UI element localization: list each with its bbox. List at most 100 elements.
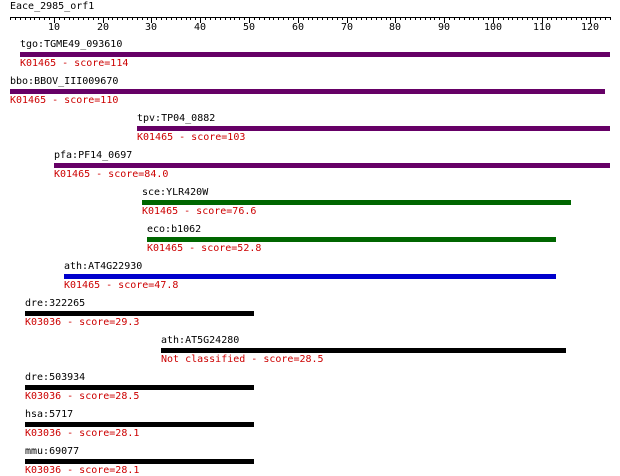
hit-name-link[interactable]: mmu:69077: [25, 446, 80, 457]
hit-alignment-bar[interactable]: [142, 200, 571, 205]
hit-annotation-link[interactable]: K01465 - score=47.8: [64, 280, 179, 291]
ruler-minor-tick: [278, 17, 279, 20]
hit-alignment-bar[interactable]: [25, 459, 254, 464]
ruler-minor-tick: [605, 17, 606, 20]
hit-name-link[interactable]: tpv:TP04_0882: [137, 113, 216, 124]
ruler-minor-tick: [78, 17, 79, 20]
ruler-tick-label: 100: [484, 22, 503, 33]
ruler-minor-tick: [220, 17, 221, 20]
hit-alignment-bar[interactable]: [147, 237, 556, 242]
ruler-minor-tick: [239, 17, 240, 20]
ruler-minor-tick: [473, 17, 474, 20]
hit-annotation-link[interactable]: K01465 - score=114: [20, 58, 129, 69]
ruler-tick-label: 110: [533, 22, 552, 33]
hit-alignment-bar[interactable]: [25, 422, 254, 427]
ruler-minor-tick: [576, 17, 577, 20]
hit-annotation-link[interactable]: K03036 - score=28.1: [25, 465, 140, 476]
ruler-minor-tick: [420, 17, 421, 20]
hit-alignment-bar[interactable]: [25, 385, 254, 390]
hit-name-link[interactable]: dre:503934: [25, 372, 86, 383]
hit-name-link[interactable]: eco:b1062: [147, 224, 202, 235]
ruler-minor-tick: [293, 17, 294, 20]
ruler-minor-tick: [469, 17, 470, 20]
ruler-minor-tick: [181, 17, 182, 20]
ruler-minor-tick: [459, 17, 460, 20]
hit-name-link[interactable]: hsa:5717: [25, 409, 74, 420]
ruler-minor-tick: [371, 17, 372, 20]
ruler-major-tick: [54, 17, 55, 23]
ruler-minor-tick: [269, 17, 270, 20]
hit-annotation-link[interactable]: K01465 - score=52.8: [147, 243, 262, 254]
ruler-minor-tick: [595, 17, 596, 20]
hit-annotation-link[interactable]: K03036 - score=29.3: [25, 317, 140, 328]
ruler-minor-tick: [117, 17, 118, 20]
ruler-minor-tick: [566, 17, 567, 20]
ruler-major-tick: [347, 17, 348, 23]
ruler-minor-tick: [322, 17, 323, 20]
ruler-minor-tick: [142, 17, 143, 20]
ruler-minor-tick: [551, 17, 552, 20]
ruler-minor-tick: [171, 17, 172, 20]
ruler-minor-tick: [44, 17, 45, 20]
ruler-minor-tick: [161, 17, 162, 20]
ruler-major-tick: [493, 17, 494, 23]
ruler-minor-tick: [512, 17, 513, 20]
hit-name-link[interactable]: tgo:TGME49_093610: [20, 39, 123, 50]
ruler-minor-tick: [332, 17, 333, 20]
ruler-minor-tick: [156, 17, 157, 20]
ruler-major-tick: [542, 17, 543, 23]
ruler-minor-tick: [34, 17, 35, 20]
hit-name-link[interactable]: pfa:PF14_0697: [54, 150, 133, 161]
hit-annotation-link[interactable]: K01465 - score=110: [10, 95, 119, 106]
ruler-minor-tick: [303, 17, 304, 20]
ruler-minor-tick: [254, 17, 255, 20]
hit-name-link[interactable]: ath:AT4G22930: [64, 261, 143, 272]
ruler-minor-tick: [283, 17, 284, 20]
ruler-minor-tick: [503, 17, 504, 20]
ruler-minor-tick: [122, 17, 123, 20]
hit-alignment-bar[interactable]: [25, 311, 254, 316]
hit-alignment-bar[interactable]: [54, 163, 610, 168]
ruler-minor-tick: [488, 17, 489, 20]
ruler-minor-tick: [571, 17, 572, 20]
hit-annotation-link[interactable]: K01465 - score=84.0: [54, 169, 169, 180]
ruler-tick-label: 30: [145, 22, 158, 33]
ruler-minor-tick: [581, 17, 582, 20]
ruler-minor-tick: [517, 17, 518, 20]
ruler-minor-tick: [147, 17, 148, 20]
hit-annotation-link[interactable]: Not classified - score=28.5: [161, 354, 324, 365]
ruler-minor-tick: [98, 17, 99, 20]
ruler-minor-tick: [93, 17, 94, 20]
hit-alignment-bar[interactable]: [137, 126, 610, 131]
ruler-minor-tick: [337, 17, 338, 20]
ruler-minor-tick: [351, 17, 352, 20]
hit-name-link[interactable]: dre:322265: [25, 298, 86, 309]
hit-name-link[interactable]: ath:AT5G24280: [161, 335, 240, 346]
hit-name-link[interactable]: sce:YLR420W: [142, 187, 209, 198]
ruler-minor-tick: [327, 17, 328, 20]
ruler-minor-tick: [425, 17, 426, 20]
hit-annotation-link[interactable]: K03036 - score=28.5: [25, 391, 140, 402]
hit-alignment-bar[interactable]: [64, 274, 556, 279]
hit-alignment-bar[interactable]: [161, 348, 566, 353]
ruler-minor-tick: [39, 17, 40, 20]
ruler-tick-label: 90: [438, 22, 451, 33]
ruler-minor-tick: [483, 17, 484, 20]
ruler-minor-tick: [556, 17, 557, 20]
ruler-major-tick: [298, 17, 299, 23]
ruler-minor-tick: [64, 17, 65, 20]
hit-alignment-bar[interactable]: [10, 89, 605, 94]
hit-annotation-link[interactable]: K01465 - score=76.6: [142, 206, 257, 217]
hit-annotation-link[interactable]: K01465 - score=103: [137, 132, 246, 143]
ruler-minor-tick: [176, 17, 177, 20]
hit-annotation-link[interactable]: K03036 - score=28.1: [25, 428, 140, 439]
ruler-minor-tick: [312, 17, 313, 20]
ruler-minor-tick: [49, 17, 50, 20]
ruler-major-tick: [395, 17, 396, 23]
hit-name-link[interactable]: bbo:BBOV_III009670: [10, 76, 119, 87]
hit-alignment-bar[interactable]: [20, 52, 610, 57]
ruler-minor-tick: [537, 17, 538, 20]
ruler-tick-label: 20: [97, 22, 110, 33]
ruler-minor-tick: [498, 17, 499, 20]
ruler-tick-label: 70: [341, 22, 354, 33]
